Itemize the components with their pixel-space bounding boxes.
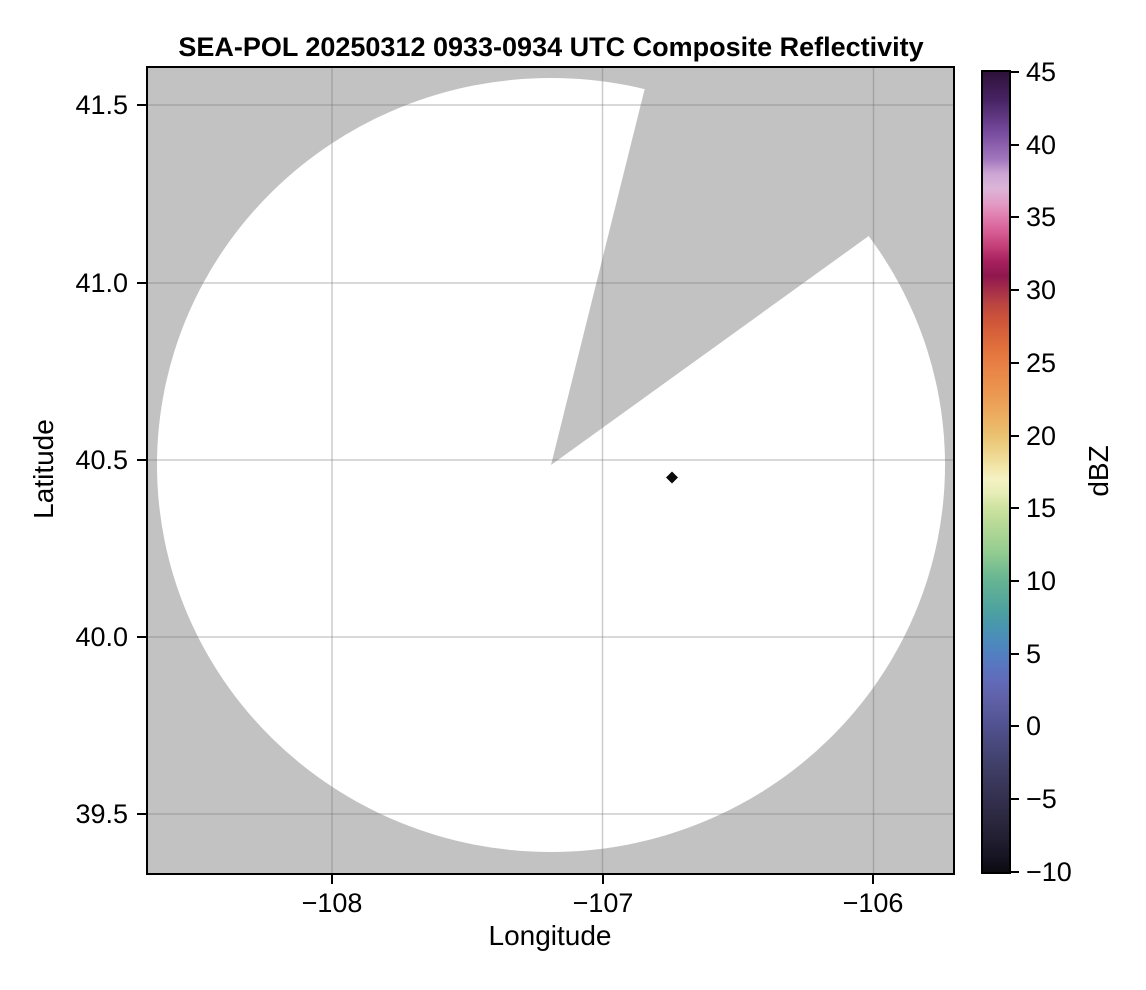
colorbar-tick-label: 0: [1026, 711, 1042, 741]
x-tick--106: [872, 875, 874, 884]
y-tick-label: 40.5: [75, 445, 128, 475]
radar-map-canvas: [148, 68, 953, 873]
colorbar-tick-label: 15: [1026, 493, 1057, 523]
y-tick-41.5: [137, 104, 146, 106]
colorbar-tick-40: [1011, 144, 1019, 146]
blocked-sector: [551, 68, 953, 465]
y-tick-41.0: [137, 282, 146, 284]
colorbar-tick-45: [1011, 71, 1019, 73]
colorbar-tick-label: −5: [1026, 784, 1057, 814]
colorbar-tick-label: 10: [1026, 566, 1057, 596]
y-tick-39.5: [137, 813, 146, 815]
x-tick-label: −106: [842, 888, 904, 918]
colorbar-tick-label: 45: [1026, 57, 1057, 87]
colorbar-tick-label: 35: [1026, 202, 1057, 232]
colorbar-tick--5: [1011, 798, 1019, 800]
colorbar-tick-5: [1011, 653, 1019, 655]
echo-point-marker: [666, 471, 678, 484]
colorbar-tick-15: [1011, 507, 1019, 509]
colorbar-tick-label: −10: [1026, 857, 1072, 887]
colorbar-tick-25: [1011, 362, 1019, 364]
colorbar-tick-30: [1011, 289, 1019, 291]
colorbar-tick-label: 20: [1026, 421, 1057, 451]
y-tick-label: 41.5: [75, 90, 128, 120]
x-axis-label: Longitude: [488, 920, 612, 951]
colorbar-tick-label: 25: [1026, 348, 1057, 378]
colorbar-tick-35: [1011, 216, 1019, 218]
colorbar-tick-label: 5: [1026, 639, 1042, 669]
colorbar-tick-label: 30: [1026, 275, 1057, 305]
plot-area: [146, 66, 955, 875]
y-tick-label: 40.0: [75, 622, 128, 652]
colorbar-tick-20: [1011, 435, 1019, 437]
x-tick-label: −108: [301, 888, 363, 918]
x-tick--107: [602, 875, 604, 884]
x-tick-label: −107: [572, 888, 634, 918]
colorbar-tick-10: [1011, 580, 1019, 582]
colorbar-tick-label: 40: [1026, 130, 1057, 160]
colorbar-label: dBZ: [1083, 445, 1114, 497]
y-tick-40.5: [137, 459, 146, 461]
colorbar-tick-0: [1011, 725, 1019, 727]
y-axis-label: Latitude: [28, 419, 59, 519]
colorbar-tick--10: [1011, 871, 1019, 873]
y-tick-40.0: [137, 636, 146, 638]
page-title: SEA-POL 20250312 0933-0934 UTC Composite…: [178, 32, 924, 62]
x-tick--108: [331, 875, 333, 884]
gridlines: [148, 68, 953, 873]
colorbar: [981, 70, 1011, 874]
y-tick-label: 41.0: [75, 268, 128, 298]
y-tick-label: 39.5: [75, 799, 128, 829]
